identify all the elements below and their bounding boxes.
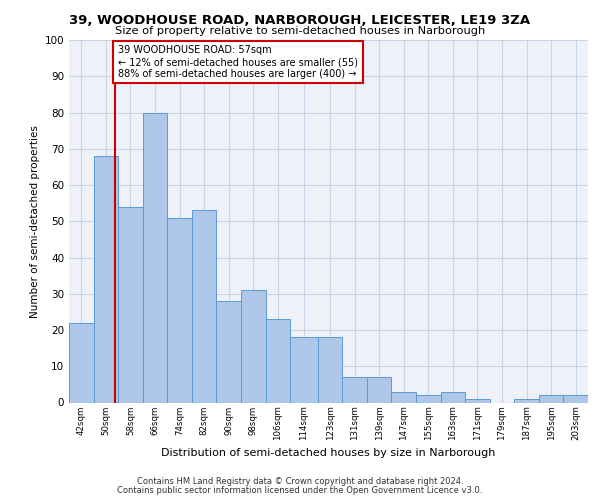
Bar [563, 395, 588, 402]
Bar [167, 218, 192, 402]
Bar [94, 156, 118, 402]
Bar [391, 392, 416, 402]
Bar [539, 395, 563, 402]
Bar [416, 395, 440, 402]
Text: Contains HM Land Registry data © Crown copyright and database right 2024.: Contains HM Land Registry data © Crown c… [137, 477, 463, 486]
Text: Contains public sector information licensed under the Open Government Licence v3: Contains public sector information licen… [118, 486, 482, 495]
Bar [440, 392, 465, 402]
Bar [318, 337, 343, 402]
Bar [266, 319, 290, 402]
Bar [192, 210, 217, 402]
Bar [69, 323, 94, 402]
Bar [118, 207, 143, 402]
Bar [367, 377, 391, 402]
Bar [143, 112, 167, 403]
Bar [343, 377, 367, 402]
Bar [290, 337, 318, 402]
X-axis label: Distribution of semi-detached houses by size in Narborough: Distribution of semi-detached houses by … [161, 448, 496, 458]
Text: 39, WOODHOUSE ROAD, NARBOROUGH, LEICESTER, LE19 3ZA: 39, WOODHOUSE ROAD, NARBOROUGH, LEICESTE… [70, 14, 530, 27]
Text: Size of property relative to semi-detached houses in Narborough: Size of property relative to semi-detach… [115, 26, 485, 36]
Bar [241, 290, 266, 403]
Bar [217, 301, 241, 402]
Y-axis label: Number of semi-detached properties: Number of semi-detached properties [31, 125, 40, 318]
Bar [465, 399, 490, 402]
Text: 39 WOODHOUSE ROAD: 57sqm
← 12% of semi-detached houses are smaller (55)
88% of s: 39 WOODHOUSE ROAD: 57sqm ← 12% of semi-d… [118, 46, 358, 78]
Bar [514, 399, 539, 402]
